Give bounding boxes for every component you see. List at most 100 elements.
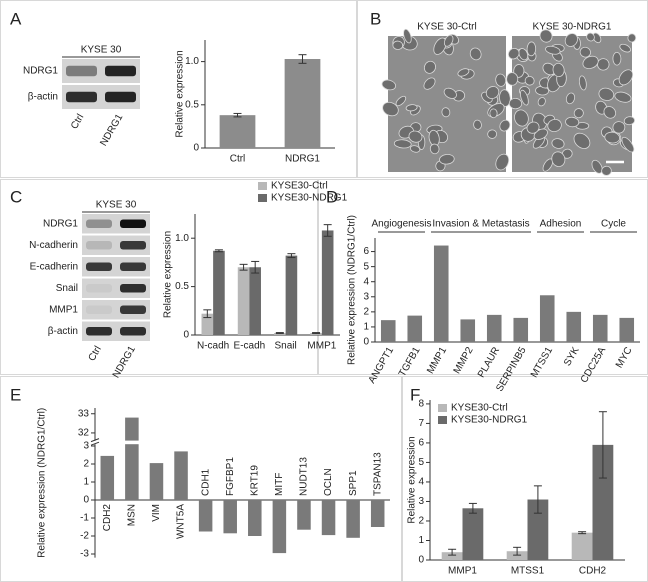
- legend-label: KYSE30-NDRG1: [451, 415, 528, 426]
- panel-label: E: [10, 385, 21, 404]
- cell: [392, 40, 404, 50]
- blot-band: [86, 262, 112, 272]
- bar: [297, 500, 311, 530]
- cell: [405, 104, 418, 112]
- bar: [486, 314, 502, 342]
- x-tick-label: VIM: [151, 504, 162, 522]
- x-tick-label: NUDT13: [299, 457, 310, 496]
- bar: [125, 444, 139, 500]
- y-tick-label: 0: [183, 330, 189, 341]
- y-axis-label: Relative expression: [175, 50, 186, 137]
- group-label: Adhesion: [540, 219, 582, 230]
- error-bar: [298, 54, 307, 64]
- x-tick-label: MYC: [614, 345, 635, 370]
- cell: [573, 132, 591, 149]
- blot-lane-label: Ctrl: [87, 344, 104, 363]
- blot-lane-label: NDRG1: [98, 112, 125, 148]
- cell: [604, 131, 621, 144]
- bar: [441, 552, 463, 560]
- y-axis-label: Relative expression (NDRG1/Ctrl): [347, 215, 358, 365]
- bar: [321, 230, 334, 335]
- x-tick-label: CDH2: [102, 504, 113, 532]
- cell: [473, 119, 482, 130]
- error-bar: [239, 263, 248, 271]
- bar: [462, 508, 484, 560]
- y-tick-label: 8: [418, 399, 424, 410]
- cell: [485, 86, 500, 100]
- bar: [213, 250, 225, 335]
- micrograph: [381, 28, 511, 172]
- cell: [409, 145, 421, 153]
- error-bar: [323, 224, 332, 237]
- x-tick-label: SPP1: [348, 470, 359, 496]
- blot-strip: [82, 214, 150, 234]
- cell: [612, 51, 622, 66]
- y-tick-label: 0: [193, 143, 199, 154]
- y-tick-label: 5: [418, 457, 424, 468]
- y-tick-label: 3: [363, 291, 369, 302]
- y-tick-label: 1: [83, 477, 89, 488]
- bar: [407, 315, 423, 342]
- cell: [423, 60, 436, 74]
- bar: [592, 314, 608, 342]
- blot-strip: [82, 321, 150, 341]
- x-tick-label: TSPAN13: [372, 452, 383, 496]
- x-tick-label: MMP1: [448, 566, 477, 577]
- bar: [272, 500, 287, 554]
- x-tick-label: KRT19: [249, 465, 260, 496]
- panel-label: B: [370, 9, 381, 28]
- cell: [603, 106, 617, 119]
- blot-band: [120, 240, 146, 250]
- blot-row-label: Snail: [56, 283, 78, 294]
- cell: [518, 48, 529, 61]
- cell: [508, 97, 523, 110]
- cell: [395, 95, 407, 107]
- cell: [551, 138, 565, 149]
- axis-break: [90, 438, 100, 443]
- blot-band: [86, 219, 112, 229]
- cell: [627, 33, 637, 43]
- cell: [499, 89, 511, 107]
- cell: [578, 75, 587, 91]
- bar: [100, 455, 115, 500]
- cell: [612, 121, 626, 134]
- cell: [408, 130, 423, 143]
- x-tick-label: CDH1: [200, 468, 211, 496]
- blot-strip: [82, 257, 150, 277]
- micrograph-field: [388, 36, 506, 172]
- y-tick-label: -2: [80, 531, 89, 542]
- bar: [460, 319, 476, 342]
- cell: [586, 32, 595, 42]
- micrograph-title: KYSE 30-Ctrl: [417, 22, 476, 33]
- x-tick-label: Snail: [275, 341, 297, 352]
- cell: [443, 87, 457, 99]
- group-label: Angiogenesis: [371, 219, 431, 230]
- bar: [237, 267, 250, 335]
- blot-band: [86, 326, 112, 336]
- cell: [495, 153, 510, 171]
- y-tick-label: 6: [363, 246, 369, 257]
- bar: [149, 463, 164, 500]
- y-tick-label: 6: [418, 438, 424, 449]
- cell: [499, 119, 511, 132]
- bar: [219, 115, 256, 148]
- cell: [619, 43, 631, 53]
- y-tick-label: 3: [83, 441, 89, 452]
- cell: [506, 72, 519, 86]
- error-bar: [598, 411, 607, 479]
- cell: [623, 116, 636, 126]
- cell: [564, 33, 578, 47]
- x-tick-label: MMP1: [425, 345, 449, 376]
- blot-row-label: NDRG1: [43, 218, 78, 229]
- cell: [545, 45, 561, 55]
- x-tick-label: CDC25A: [579, 345, 608, 385]
- x-tick-label: MITF: [274, 473, 285, 496]
- y-tick-label: 33: [78, 408, 90, 419]
- y-tick-label: 2: [418, 516, 424, 527]
- blot-band: [86, 240, 112, 250]
- x-tick-label: SYK: [562, 345, 582, 368]
- bar: [527, 499, 549, 560]
- x-tick-label: Ctrl: [230, 154, 246, 165]
- bar: [619, 317, 635, 342]
